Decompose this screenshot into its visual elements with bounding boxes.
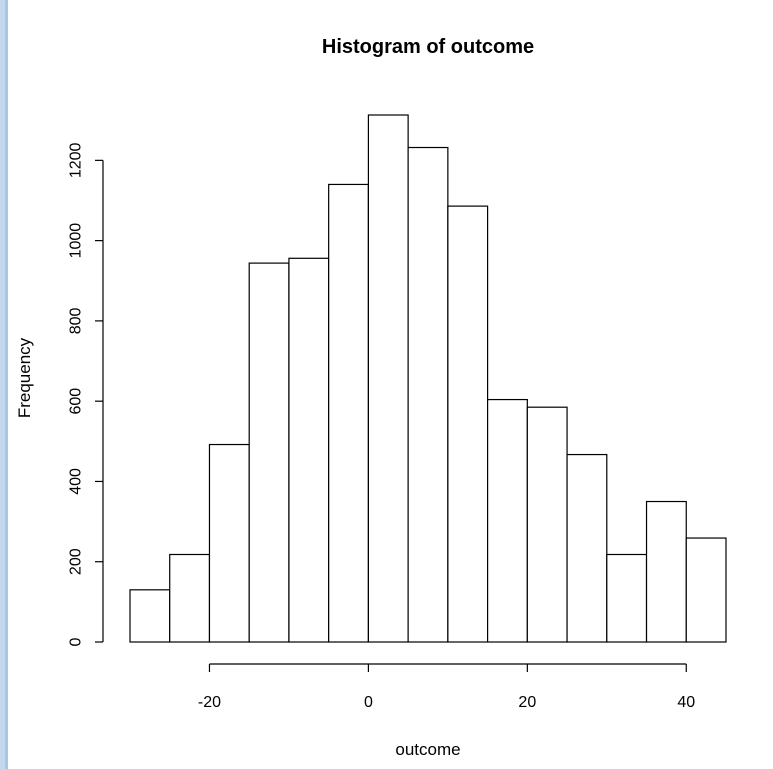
window-left-edge [0, 0, 8, 769]
window-left-edge-accent [5, 0, 8, 769]
x-axis-label: outcome [395, 740, 460, 759]
x-tick-label: 40 [677, 694, 695, 711]
x-tick-label: 20 [518, 694, 536, 711]
histogram-bar [248, 262, 290, 643]
x-tick-label: -20 [198, 694, 221, 711]
y-tick-label: 800 [68, 307, 85, 334]
x-axis: -20 0 20 40 [198, 663, 695, 711]
histogram-bar [367, 114, 409, 643]
histogram-bar [645, 500, 687, 643]
y-tick-label: 200 [68, 548, 85, 575]
histogram-bar [129, 589, 171, 643]
histogram-bar [685, 537, 727, 643]
bars-group [129, 114, 727, 643]
histogram-bar [566, 453, 608, 643]
histogram-bar [606, 553, 648, 643]
y-axis: 0 200 400 600 800 1000 1200 [68, 142, 104, 646]
histogram-bar [407, 146, 449, 643]
chart-title: Histogram of outcome [322, 36, 534, 58]
histogram-bar [169, 553, 211, 643]
histogram-bar [526, 406, 568, 643]
y-tick-label: 0 [68, 637, 85, 646]
y-tick-label: 1200 [68, 142, 85, 178]
histogram-bar [208, 443, 250, 643]
y-axis-label: Frequency [15, 337, 34, 418]
histogram-bar [447, 205, 489, 643]
histogram-bar [328, 183, 370, 643]
x-tick-label: 0 [364, 694, 373, 711]
histogram-bar [288, 257, 330, 643]
y-tick-label: 1000 [68, 223, 85, 259]
y-tick-label: 400 [68, 468, 85, 495]
y-tick-label: 600 [68, 388, 85, 415]
histogram-bar [487, 398, 528, 643]
